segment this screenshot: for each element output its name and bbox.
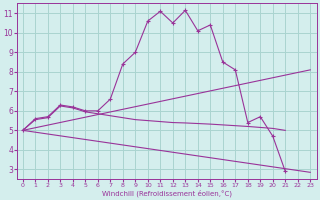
X-axis label: Windchill (Refroidissement éolien,°C): Windchill (Refroidissement éolien,°C): [101, 189, 232, 197]
